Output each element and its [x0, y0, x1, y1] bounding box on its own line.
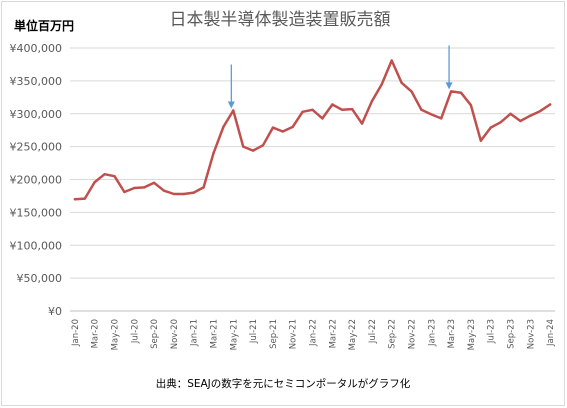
data-point	[380, 83, 383, 86]
data-point	[192, 191, 195, 194]
data-point	[548, 103, 552, 106]
data-point	[83, 197, 87, 200]
y-tick-label: ¥250,000	[10, 141, 63, 154]
data-point	[133, 186, 136, 190]
data-point	[539, 109, 542, 113]
x-tick-label: Jan-22	[309, 319, 319, 347]
x-tick-label: Nov-21	[289, 319, 299, 349]
x-tick-label: May-22	[348, 319, 358, 350]
x-tick-label: Mar-20	[91, 319, 101, 348]
series-layer	[73, 59, 552, 201]
y-tick-label: ¥400,000	[10, 42, 63, 55]
x-tick-label: Mar-23	[447, 319, 457, 348]
data-point	[420, 108, 423, 112]
x-tick-label: Sep-23	[506, 319, 516, 349]
data-point	[519, 119, 522, 123]
data-point	[430, 113, 433, 116]
data-point	[143, 186, 146, 189]
data-point	[232, 109, 235, 112]
y-tick-label: ¥300,000	[10, 108, 63, 121]
x-tick-label: Jan-20	[71, 319, 81, 347]
x-tick-label: Sep-20	[150, 319, 160, 349]
data-point	[321, 117, 324, 120]
data-point	[459, 91, 463, 94]
x-tick-label: Nov-22	[407, 319, 417, 349]
x-tick-label: Jan-21	[190, 319, 200, 347]
x-tick-label: May-21	[229, 319, 239, 350]
x-tick-label: Sep-22	[388, 319, 398, 349]
data-point	[331, 103, 334, 106]
data-point	[291, 125, 294, 129]
data-point	[341, 108, 344, 112]
annotation-layer	[227, 45, 453, 109]
data-point	[410, 90, 413, 93]
data-point	[509, 112, 512, 116]
data-point	[400, 81, 403, 85]
x-tick-label: Mar-22	[328, 319, 338, 348]
y-tick-label: ¥100,000	[10, 239, 63, 252]
data-point	[271, 126, 275, 129]
x-tick-label: Jan-23	[427, 319, 437, 347]
x-tick-label: Jul-20	[130, 319, 140, 344]
data-point	[390, 59, 393, 62]
data-point	[301, 110, 304, 114]
x-tick-label: Sep-21	[269, 319, 279, 349]
chart-title: 日本製半導体製造装置販売額	[170, 10, 391, 30]
y-tick-label: ¥350,000	[10, 75, 63, 88]
data-point	[152, 181, 156, 184]
data-point	[251, 149, 255, 152]
source-note: 出典：SEAJの数字を元にセミコンポータルがグラフ化	[156, 377, 411, 390]
data-point	[529, 114, 532, 117]
data-point	[360, 122, 364, 125]
gridlines	[70, 47, 555, 312]
data-point	[261, 144, 265, 147]
x-tick-label: Jul-21	[249, 319, 259, 344]
x-tick-label: Jul-22	[368, 319, 378, 344]
data-point	[281, 130, 284, 133]
x-tick-label: Nov-23	[526, 319, 536, 349]
data-point	[212, 152, 215, 155]
data-point	[123, 190, 126, 194]
data-point	[93, 180, 96, 184]
data-point	[202, 186, 205, 189]
data-point	[73, 198, 77, 201]
data-point	[113, 175, 116, 178]
data-point	[242, 145, 245, 148]
y-tick-label: ¥50,000	[17, 272, 63, 285]
x-tick-label: Nov-20	[170, 319, 180, 349]
data-point	[182, 192, 185, 196]
y-tick-label: ¥200,000	[10, 174, 63, 187]
data-point	[449, 90, 453, 93]
x-tick-label: Jan-24	[546, 319, 556, 347]
x-tick-label: May-23	[467, 319, 477, 350]
y-tick-label: ¥150,000	[10, 206, 63, 219]
data-point	[103, 173, 106, 176]
annotation-arrowhead	[227, 101, 235, 109]
data-point	[479, 139, 482, 142]
data-point	[440, 117, 443, 120]
x-tick-label: Mar-21	[210, 319, 220, 348]
data-point	[311, 108, 314, 112]
data-point	[489, 126, 492, 129]
data-point	[499, 121, 502, 124]
data-point	[350, 107, 354, 111]
annotation-arrowhead	[445, 82, 453, 90]
data-point	[370, 100, 374, 103]
data-point	[162, 189, 166, 192]
x-tick-label: May-20	[111, 319, 121, 350]
x-axis-ticks: Jan-20 Mar-20 May-20 Jul-20 Sep-20 Nov-20 Jan-…	[71, 319, 556, 350]
unit-label: 単位百万円	[14, 18, 74, 33]
data-point	[222, 125, 225, 129]
data-point	[469, 104, 473, 107]
y-tick-label: ¥0	[48, 305, 62, 318]
data-point	[172, 192, 176, 196]
x-tick-label: Jul-23	[487, 319, 497, 344]
y-axis-ticks: ¥0 ¥50,000 ¥100,000 ¥150,000 ¥200,000 ¥250,00…	[10, 42, 63, 318]
